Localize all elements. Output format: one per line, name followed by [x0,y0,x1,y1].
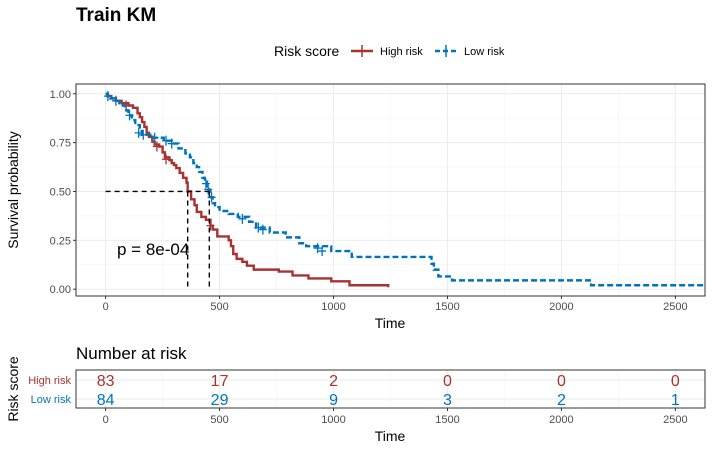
legend-label-high-risk: High risk [380,46,423,58]
km-x-tick-label: 1500 [435,301,459,313]
p-value-annotation: p = 8e-04 [117,240,189,259]
risk-cell-high-risk: 0 [557,373,566,390]
censor-mark-low-risk [201,178,210,189]
km-y-tick-label: 0.50 [50,186,71,198]
censor-mark-low-risk [204,184,213,195]
risk-row-labels: High risk Low risk [28,375,71,406]
risk-cell-low-risk: 9 [329,392,338,409]
risk-cell-low-risk: 1 [671,392,680,409]
chart-title: Train KM [76,5,156,26]
km-x-tick-label: 500 [210,301,228,313]
risk-cells: 83 17 2 0 0 0 84 29 9 3 2 1 [97,373,680,409]
risk-y-axis-label: Risk score [5,356,21,422]
km-curve-high-risk [105,92,390,288]
km-plot: 0 500 1000 1500 2000 2500 0.00 0.25 0.50 0.75 1.0… [5,83,706,331]
risk-row-label-high-risk: High risk [28,375,71,387]
legend-key-low-risk [435,45,457,57]
risk-gridlines [76,370,705,408]
risk-row-label-low-risk: Low risk [31,394,72,406]
censor-mark-low-risk [167,138,176,149]
censor-mark-low-risk [162,135,171,146]
risk-cell-low-risk: 3 [443,392,452,409]
censor-mark-low-risk [125,110,134,121]
censor-mark-low-risk [258,224,267,235]
risk-cell-low-risk: 84 [97,392,115,409]
risk-cell-high-risk: 17 [211,373,229,390]
risk-x-tick-label: 1500 [435,414,459,426]
legend: Risk score High risk Low risk [274,43,505,59]
risk-x-tick-label: 2000 [549,414,573,426]
censor-mark-low-risk [134,127,143,138]
risk-x-tick-label: 0 [103,414,109,426]
censor-mark-low-risk [139,129,148,140]
km-y-tick-label: 0.25 [50,235,71,247]
km-y-axis-label: Survival probability [5,131,21,249]
km-curves [103,91,705,288]
censor-mark-low-risk [254,222,263,233]
risk-cell-high-risk: 2 [329,373,338,390]
km-y-ticks: 0.00 0.25 0.50 0.75 1.00 [50,89,76,296]
km-x-axis-label: Time [375,315,406,331]
censor-mark-low-risk [111,95,120,106]
censor-mark-low-risk [238,213,247,224]
legend-label-low-risk: Low risk [464,46,505,58]
km-x-tick-label: 2500 [663,301,687,313]
risk-cell-high-risk: 0 [443,373,452,390]
risk-cell-high-risk: 83 [97,373,115,390]
risk-cell-low-risk: 2 [557,392,566,409]
censor-mark-low-risk [313,243,322,254]
km-x-tick-label: 2000 [549,301,573,313]
risk-x-ticks: 0 500 1000 1500 2000 2500 [103,408,688,426]
censor-mark-low-risk [103,91,112,102]
km-y-tick-label: 1.00 [50,89,71,101]
censor-mark-low-risk [318,246,327,257]
censor-mark-high-risk [162,154,171,165]
km-y-tick-label: 0.75 [50,138,71,150]
risk-table-title: Number at risk [76,344,187,363]
km-y-tick-label: 0.00 [50,284,71,296]
km-x-ticks: 0 500 1000 1500 2000 2500 [103,296,688,313]
km-gridlines [76,84,705,296]
km-x-tick-label: 1000 [321,301,345,313]
censor-mark-high-risk [206,220,215,231]
risk-cell-low-risk: 29 [211,392,229,409]
km-plot-border [75,83,706,297]
legend-key-high-risk [351,45,373,57]
risk-x-tick-label: 500 [210,414,228,426]
risk-table-border [75,369,706,409]
censor-mark-high-risk [152,141,161,152]
censor-mark-low-risk [207,192,216,203]
median-lines [105,190,211,290]
censor-mark-low-risk [150,132,159,143]
risk-x-tick-label: 2500 [663,414,687,426]
legend-title: Risk score [274,43,340,59]
km-x-tick-label: 0 [103,301,109,313]
risk-cell-high-risk: 0 [671,373,680,390]
risk-table: Number at risk 83 17 2 0 0 084 29 9 3 2 1 High ris… [5,344,706,444]
risk-x-axis-label: Time [375,428,406,444]
risk-x-tick-label: 1000 [321,414,345,426]
